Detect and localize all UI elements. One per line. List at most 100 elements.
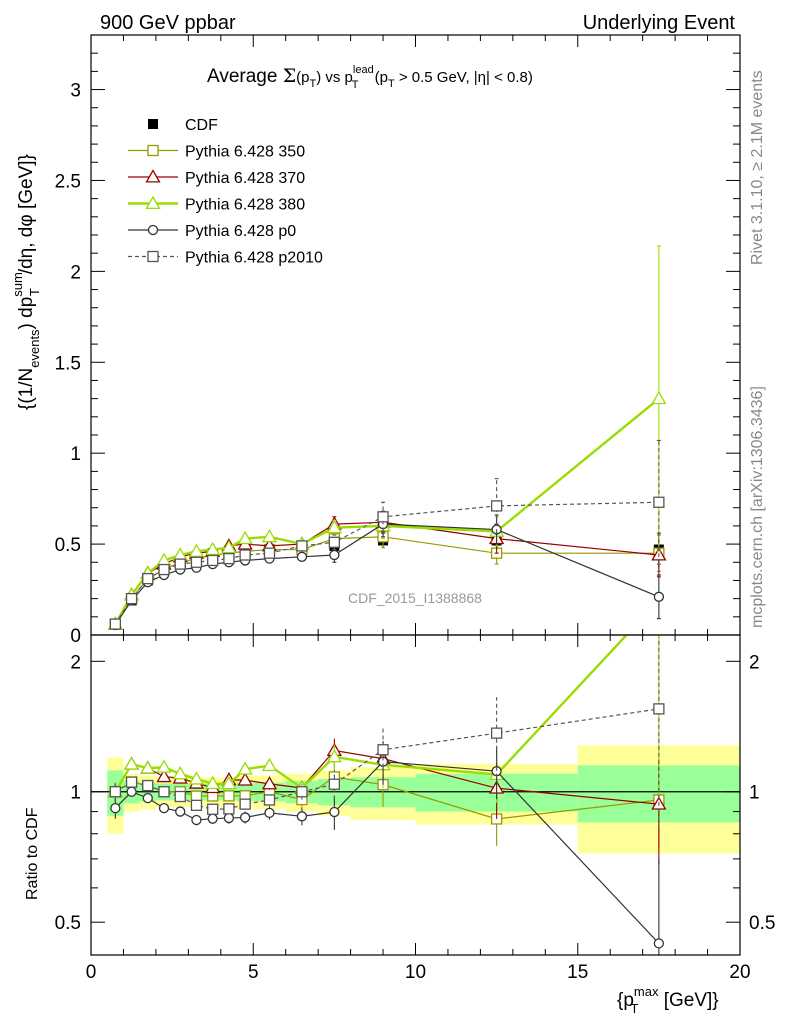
header-right-label: Underlying Event bbox=[583, 12, 736, 34]
series-point-pythia-6-428-380 bbox=[221, 539, 237, 554]
y-tick-label: 0.5 bbox=[55, 535, 81, 556]
x-tick-label: 20 bbox=[729, 962, 750, 983]
ratio-point-pythia-6-428-p2010 bbox=[490, 727, 503, 739]
title-pt-sub: T bbox=[309, 78, 316, 90]
ratio-point-pythia-6-428-p2010 bbox=[158, 786, 170, 798]
legend-label-pythia-6-428-380: Pythia 6.428 380 bbox=[185, 197, 305, 214]
ratio-point-pythia-6-428-350 bbox=[190, 790, 203, 802]
y-tick-label: 1 bbox=[70, 444, 81, 465]
series-point-pythia-6-428-p2010 bbox=[653, 496, 665, 508]
ratio-point-pythia-6-428-380 bbox=[123, 756, 140, 770]
ratio-y-tick-label-right: 2 bbox=[749, 652, 760, 673]
legend-label-pythia-6-428-p2010: Pythia 6.428 p2010 bbox=[185, 250, 323, 267]
legend-marker-cdf bbox=[148, 119, 158, 129]
ratio-y-tick-label: 2 bbox=[70, 652, 81, 673]
series-point-pythia-6-428-p2010 bbox=[223, 552, 235, 565]
x-label-sub: T bbox=[630, 1001, 638, 1016]
ratio-point-pythia-6-428-370 bbox=[156, 768, 172, 783]
x-tick-label: 5 bbox=[248, 962, 259, 983]
ratio-point-pythia-6-428-p0 bbox=[239, 812, 251, 823]
y-label-part1: {(1/N bbox=[16, 368, 37, 410]
ratio-point-pythia-6-428-380 bbox=[156, 759, 172, 773]
ratio-point-pythia-6-428-p0 bbox=[207, 813, 218, 824]
ratio-point-pythia-6-428-p2010 bbox=[223, 803, 235, 815]
title-sigma: Σ bbox=[283, 65, 296, 87]
ratio-point-pythia-6-428-p2010 bbox=[377, 744, 389, 756]
series-point-pythia-6-428-p0 bbox=[653, 591, 665, 602]
y-tick-label: 2.5 bbox=[55, 171, 81, 192]
title-cut-rest: > 0.5 GeV, |η| < 0.8) bbox=[395, 69, 533, 86]
ratio-panel-content bbox=[91, 635, 740, 955]
x-tick-label: 15 bbox=[567, 962, 588, 983]
legend-label-pythia-6-428-350: Pythia 6.428 350 bbox=[185, 144, 305, 161]
series-point-pythia-6-428-p2010 bbox=[142, 572, 154, 585]
series-point-pythia-6-428-380 bbox=[326, 519, 342, 534]
ratio-point-pythia-6-428-380 bbox=[221, 775, 237, 790]
ratio-point-pythia-6-428-p2010 bbox=[328, 778, 341, 790]
series-point-pythia-6-428-p2010 bbox=[377, 511, 389, 523]
ratio-point-pythia-6-428-p2010 bbox=[109, 786, 121, 798]
ratio-point-pythia-6-428-p2010 bbox=[239, 798, 251, 810]
legend-marker-pythia-6-428-p0 bbox=[147, 224, 159, 236]
ratio-y-tick-label-right: 1 bbox=[749, 783, 760, 804]
series-point-pythia-6-428-p2010 bbox=[490, 500, 503, 512]
ratio-point-pythia-6-428-380 bbox=[237, 761, 253, 775]
y-label-sub1: events bbox=[27, 329, 42, 368]
series-point-pythia-6-428-p2010 bbox=[109, 618, 121, 630]
y-tick-label: 3 bbox=[70, 81, 81, 102]
ratio-point-pythia-6-428-p2010 bbox=[174, 790, 186, 803]
y-axis-label-top: {(1/Nevents) dpsum T/dη, dφ [GeV]} bbox=[10, 154, 42, 410]
rivet-version-label: Rivet 3.1.10, ≥ 2.1M events bbox=[749, 70, 766, 265]
series-point-pythia-6-428-380 bbox=[237, 530, 253, 545]
y-axis-label-bottom: Ratio to CDF bbox=[24, 807, 41, 900]
ratio-y-tick-label: 0.5 bbox=[55, 913, 81, 934]
ratio-point-pythia-6-428-p0 bbox=[191, 814, 202, 826]
x-axis-label: {pmax T [GeV]} bbox=[617, 984, 719, 1016]
legend: CDF Pythia 6.428 350 Pythia 6.428 370 Pythi… bbox=[128, 117, 323, 267]
legend-label-cdf: CDF bbox=[185, 117, 218, 134]
analysis-watermark: CDF_2015_I1388868 bbox=[348, 590, 482, 606]
ratio-point-pythia-6-428-p0 bbox=[142, 792, 153, 804]
y-label-part3: /dη, dφ [GeV]} bbox=[16, 154, 37, 274]
ratio-point-pythia-6-428-p2010 bbox=[142, 779, 154, 792]
legend-marker-pythia-6-428-380 bbox=[145, 195, 161, 210]
series-point-pythia-6-428-380 bbox=[651, 390, 667, 405]
title-pt-close: ) bbox=[316, 69, 321, 86]
y-label-part2: ) dp bbox=[16, 297, 37, 330]
ratio-point-pythia-6-428-p2010 bbox=[207, 803, 219, 815]
y-tick-label: 1.5 bbox=[55, 353, 81, 374]
x-tick-label: 10 bbox=[405, 962, 426, 983]
x-label-open: {p bbox=[617, 990, 634, 1011]
series-point-pythia-6-428-380 bbox=[205, 541, 221, 556]
ratio-point-pythia-6-428-380 bbox=[205, 775, 221, 790]
y-label-sub2: T bbox=[27, 288, 42, 296]
main-panel-content bbox=[107, 245, 667, 631]
plot-title: Average Σ(pT) vs plead T (pT > 0.5 GeV, |… bbox=[207, 64, 533, 91]
y-tick-label: 2 bbox=[70, 262, 81, 283]
y-tick-label: 0 bbox=[70, 626, 81, 647]
ratio-point-pythia-6-428-380 bbox=[188, 771, 205, 785]
mcplots-label: mcplots.cern.ch [arXiv:1306.3436] bbox=[749, 386, 766, 628]
ratio-point-pythia-6-428-p2010 bbox=[190, 799, 203, 812]
ratio-point-pythia-6-428-p0 bbox=[223, 812, 235, 824]
ratio-point-pythia-6-428-350 bbox=[223, 790, 235, 802]
y-label-sup: sum bbox=[10, 272, 25, 297]
header-left-label: 900 GeV ppbar bbox=[100, 12, 236, 34]
series-point-pythia-6-428-p2010 bbox=[158, 563, 170, 576]
series-point-pythia-6-428-p2010 bbox=[239, 549, 251, 561]
ratio-y-tick-label-right: 0.5 bbox=[749, 913, 775, 934]
title-lead-sup: lead bbox=[353, 64, 374, 76]
ratio-point-pythia-6-428-p2010 bbox=[296, 786, 308, 798]
legend-marker-pythia-6-428-370 bbox=[145, 169, 161, 183]
title-prefix: Average bbox=[207, 66, 283, 87]
ratio-point-pythia-6-428-380 bbox=[140, 760, 156, 774]
ratio-point-pythia-6-428-p0 bbox=[110, 802, 121, 814]
ratio-point-pythia-6-428-380 bbox=[326, 748, 342, 763]
legend-marker-pythia-6-428-350 bbox=[147, 144, 159, 157]
title-cut-sub: T bbox=[388, 78, 395, 90]
title-vs: vs p bbox=[321, 69, 353, 86]
ratio-point-pythia-6-428-p2010 bbox=[263, 794, 276, 806]
ratio-point-pythia-6-428-380 bbox=[261, 757, 278, 772]
x-label-sup: max bbox=[634, 984, 659, 999]
series-point-pythia-6-428-p2010 bbox=[190, 556, 203, 568]
